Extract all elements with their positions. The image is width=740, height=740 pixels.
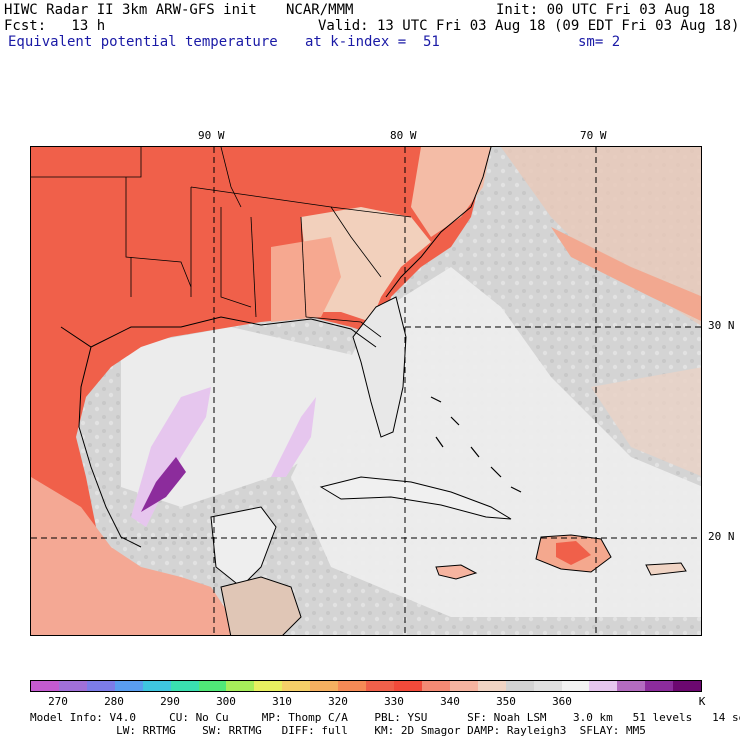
colorbar-segment <box>589 681 618 691</box>
atlantic-pink-area <box>591 367 701 477</box>
colorbar-label: 280 <box>104 695 124 708</box>
colorbar-segment <box>561 681 590 691</box>
theta-e-map <box>31 147 701 635</box>
cuba-land <box>319 476 512 520</box>
state-borders <box>31 147 412 338</box>
central-america-land <box>220 576 302 635</box>
colorbar-label: 290 <box>160 695 180 708</box>
bahamas-islands <box>430 396 522 493</box>
colorbar-segment <box>86 681 115 691</box>
colorbar-segment <box>282 681 311 691</box>
colorbar-label: 350 <box>496 695 516 708</box>
colorbar-segment <box>393 681 422 691</box>
colorbar-segment <box>645 681 674 691</box>
colorbar-label: 360 <box>552 695 572 708</box>
org-label: NCAR/MMM <box>286 2 354 18</box>
model-info-line2: LW: RRTMG SW: RRTMG DIFF: full KM: 2D Sm… <box>30 724 646 737</box>
texas-mexico-coast <box>78 346 142 548</box>
lon-label-80w: 80 W <box>390 129 417 142</box>
east-coast <box>385 147 492 298</box>
lat-label-20n: 20 N <box>708 530 735 543</box>
model-info-line1: Model Info: V4.0 CU: No Cu MP: Thomp C/A… <box>30 711 740 724</box>
colorbar-segment <box>170 681 199 691</box>
init-time: Init: 00 UTC Fri 03 Aug 18 <box>496 2 716 18</box>
yucatan-land <box>210 506 277 588</box>
colorbar-segment <box>198 681 227 691</box>
lon-label-90w: 90 W <box>198 129 225 142</box>
colorbar-segment <box>338 681 367 691</box>
colorbar-label: K <box>698 695 706 708</box>
lon-label-70w: 70 W <box>580 129 607 142</box>
map-panel <box>30 146 702 636</box>
puerto-rico-land <box>645 562 687 576</box>
atlantic-warm-streak <box>551 227 701 322</box>
colorbar-segment <box>421 681 450 691</box>
lat-lon-grid <box>31 147 701 635</box>
plot-title: HIWC Radar II 3km ARW-GFS init <box>4 2 257 18</box>
colorbar-segment <box>310 681 339 691</box>
gulf-coastline <box>60 316 377 348</box>
field-name: Equivalent potential temperature <box>8 34 278 50</box>
southeast-us-pale <box>301 207 431 322</box>
florida-land <box>352 296 407 438</box>
forecast-hour: Fcst: 13 h <box>4 18 106 34</box>
valid-time: Valid: 13 UTC Fri 03 Aug 18 (09 EDT Fri … <box>318 18 740 34</box>
colorbar-segment <box>533 681 562 691</box>
lat-label-30n: 30 N <box>708 319 735 332</box>
hispaniola-hot <box>556 541 591 565</box>
colorbar-segment <box>142 681 171 691</box>
colorbar <box>30 680 702 692</box>
mid-atlantic-pale <box>411 147 491 237</box>
colorbar-label: 320 <box>328 695 348 708</box>
level-info: at k-index = 51 <box>305 34 440 50</box>
gulf-purple-core <box>141 457 186 512</box>
gulf-light-area <box>121 327 391 507</box>
colorbar-segment <box>31 681 59 691</box>
smoothing-info: sm= 2 <box>578 34 621 50</box>
jamaica-land <box>435 564 478 580</box>
coastal-salmon <box>271 237 341 322</box>
gulf-lavender-streak <box>271 397 316 477</box>
colorbar-segment <box>226 681 255 691</box>
colorbar-label: 340 <box>440 695 460 708</box>
colorbar-segment <box>254 681 283 691</box>
colorbar-label: 300 <box>216 695 236 708</box>
colorbar-segment <box>505 681 534 691</box>
colorbar-segment <box>673 681 702 691</box>
colorbar-label: 270 <box>48 695 68 708</box>
colorbar-label: 330 <box>384 695 404 708</box>
colorbar-segment <box>449 681 478 691</box>
colorbar-segment <box>617 681 646 691</box>
colorbar-segment <box>366 681 394 691</box>
colorbar-segment <box>477 681 506 691</box>
colorbar-segment <box>58 681 87 691</box>
colorbar-segment <box>114 681 143 691</box>
colorbar-label: 310 <box>272 695 292 708</box>
mexico-land <box>31 477 231 635</box>
